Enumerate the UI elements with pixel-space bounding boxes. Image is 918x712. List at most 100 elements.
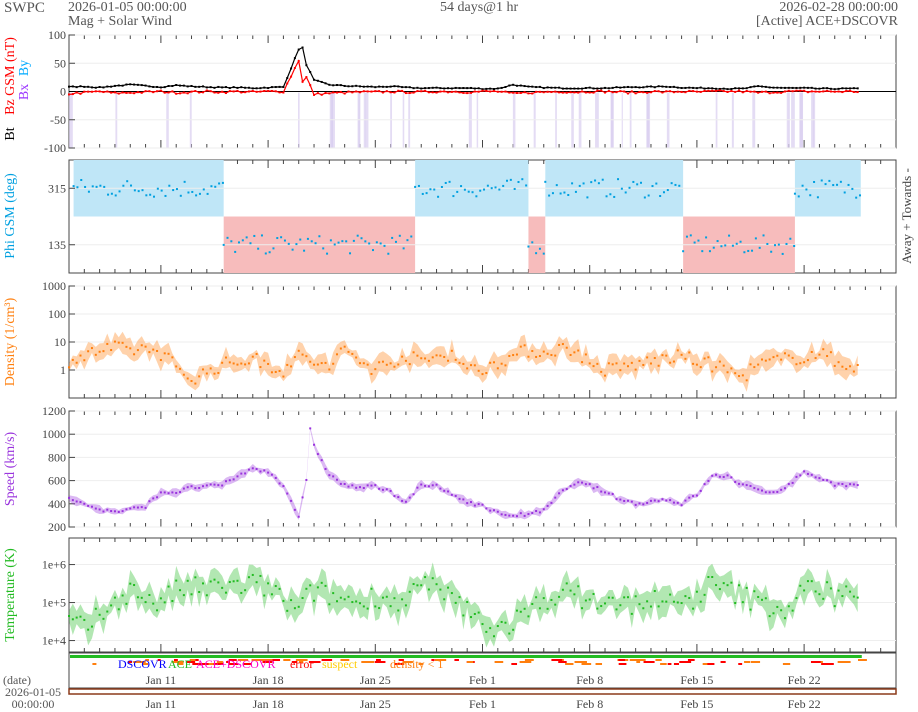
density-point	[324, 361, 327, 364]
density-point	[205, 372, 208, 375]
status-flag	[434, 659, 447, 661]
phi-point	[206, 192, 209, 195]
bz-south-shade	[468, 92, 472, 148]
speed-point	[339, 482, 342, 485]
density-point	[117, 341, 120, 344]
speed-point	[324, 467, 327, 470]
status-flag	[655, 659, 662, 661]
temperature-point	[611, 596, 614, 599]
date-tick-label: Feb 15	[680, 673, 713, 687]
temperature-point	[718, 588, 721, 591]
phi-point	[781, 252, 784, 255]
temperature-point	[263, 594, 266, 597]
speed-point	[458, 497, 461, 500]
status-flag	[667, 663, 672, 665]
speed-point	[179, 491, 182, 494]
date-tick-label: Feb 22	[788, 673, 821, 687]
data-source: [Active] ACE+DSCOVR	[755, 14, 898, 29]
temperature-point	[489, 627, 492, 630]
density-point	[393, 365, 396, 368]
speed-point	[657, 500, 660, 503]
speed-point	[554, 496, 557, 499]
density-point	[738, 375, 741, 378]
density-point	[741, 374, 744, 377]
speed-point	[615, 498, 618, 501]
temperature-point	[600, 605, 603, 608]
temperature-point	[125, 602, 128, 605]
temperature-point	[144, 601, 147, 604]
speed-point	[397, 496, 400, 499]
speed-point	[305, 478, 308, 481]
phi-point	[836, 183, 839, 186]
temperature-point	[68, 615, 70, 618]
phi-point	[525, 184, 528, 187]
temperature-point	[194, 576, 197, 579]
speed-point	[703, 483, 706, 486]
density-point	[121, 341, 124, 344]
density-point	[435, 354, 438, 357]
phi-point	[701, 250, 704, 253]
temperature-point	[290, 599, 293, 602]
speed-point	[699, 489, 702, 492]
density-point	[692, 362, 695, 365]
temperature-point	[343, 598, 346, 601]
phi-point	[387, 252, 390, 255]
status-legend-item: ACE+DSCOVR	[196, 657, 275, 671]
bt-axis-label: Bt	[3, 127, 18, 140]
status-flag	[283, 659, 291, 661]
temperature-point	[217, 581, 220, 584]
date-tick-label: Feb 1	[469, 697, 496, 711]
phi-point	[198, 192, 201, 195]
temperature-point	[182, 594, 185, 597]
bt-line	[68, 46, 858, 90]
phi-point	[280, 236, 283, 239]
temperature-point	[672, 600, 675, 603]
speed-point	[730, 476, 733, 479]
phi-point	[76, 186, 79, 189]
phi-point	[813, 180, 816, 183]
temperature-point	[381, 596, 384, 599]
temperature-point	[623, 596, 626, 599]
temperature-point	[282, 599, 285, 602]
status-flag	[673, 663, 680, 665]
phi-point	[260, 234, 263, 237]
bz-south-shade	[610, 92, 613, 148]
density-point	[217, 371, 220, 374]
density-point	[546, 352, 549, 355]
speed-point	[424, 484, 427, 487]
temperature-point	[313, 599, 316, 602]
phi-point	[84, 185, 87, 188]
temperature-point	[90, 625, 93, 628]
bz-south-shade	[357, 92, 360, 148]
phi-point	[479, 189, 482, 192]
density-point	[531, 350, 534, 353]
speed-point	[110, 510, 113, 513]
speed-point	[592, 487, 595, 490]
density-point	[470, 364, 473, 367]
phi-point	[414, 185, 417, 188]
status-flag	[581, 663, 592, 665]
speed-point	[366, 484, 369, 487]
speed-point	[738, 482, 741, 485]
bz-south-shade	[629, 92, 632, 148]
temperature-point	[274, 585, 277, 588]
phi-point	[506, 179, 509, 182]
speed-point	[852, 483, 855, 486]
density-point	[665, 354, 668, 357]
density-point	[542, 350, 545, 353]
phi-point	[628, 186, 631, 189]
status-flag	[810, 661, 821, 663]
status-flag	[376, 659, 381, 661]
bz-south-shade	[812, 92, 816, 148]
density-point	[305, 355, 308, 358]
speed-point	[263, 469, 266, 472]
speed-point	[278, 482, 281, 485]
density-point	[412, 351, 415, 354]
density-point	[760, 358, 763, 361]
phi-point	[299, 238, 302, 241]
phi-point	[245, 236, 248, 239]
temperature-point	[121, 594, 124, 597]
bz-south-shade	[788, 92, 790, 148]
density-point	[550, 354, 553, 357]
density-y-tick-label: 1	[60, 363, 66, 377]
